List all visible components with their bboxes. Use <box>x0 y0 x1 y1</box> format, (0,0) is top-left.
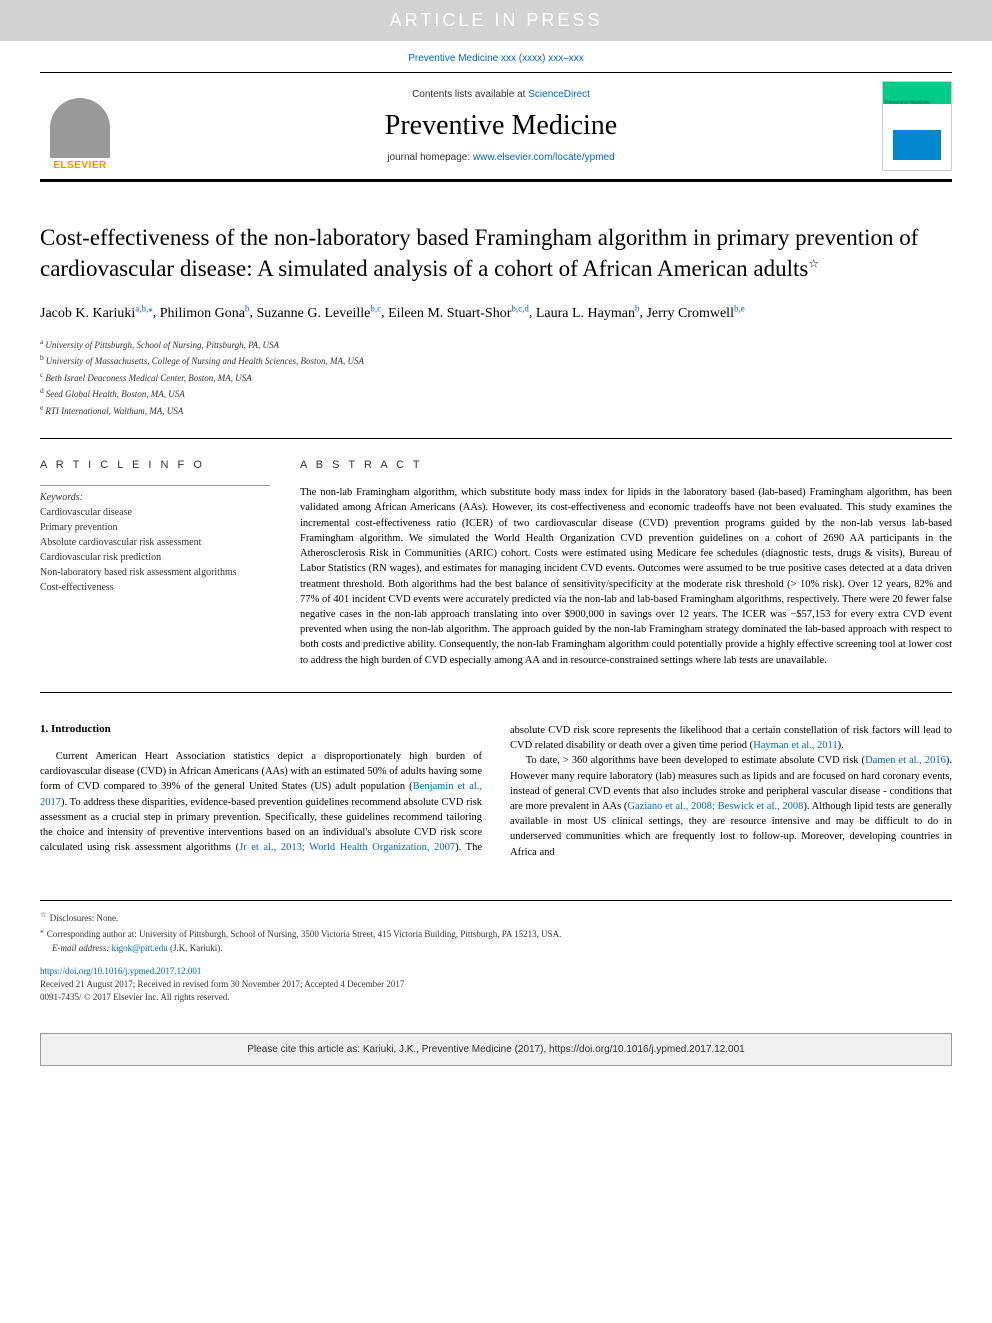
citation-link[interactable]: Gaziano et al., 2008; Beswick et al., 20… <box>627 801 803 812</box>
author: Eileen M. Stuart-Shorb,c,d <box>388 306 529 321</box>
keyword: Cost-effectiveness <box>40 580 270 595</box>
email-label: E-mail address: <box>52 943 112 953</box>
keywords-label: Keywords: <box>40 485 270 503</box>
homepage-line: journal homepage: www.elsevier.com/locat… <box>120 152 882 163</box>
article-main: Cost-effectiveness of the non-laboratory… <box>40 222 952 1003</box>
article-info: A R T I C L E I N F O Keywords: Cardiova… <box>40 459 270 668</box>
keyword: Non-laboratory based risk assessment alg… <box>40 565 270 580</box>
elsevier-tree-icon <box>50 98 110 158</box>
article-in-press-banner: ARTICLE IN PRESS <box>0 0 992 41</box>
copyright-line: 0091-7435/ © 2017 Elsevier Inc. All righ… <box>40 991 952 1004</box>
email-footnote: E-mail address: kigok@pitt.edu (J.K. Kar… <box>40 942 952 956</box>
citation-link[interactable]: Damen et al., 2016 <box>865 755 946 766</box>
received-dates: Received 21 August 2017; Received in rev… <box>40 978 952 991</box>
affil-text: RTI International, Waltham, MA, USA <box>45 406 183 416</box>
email-link[interactable]: kigok@pitt.edu <box>112 943 168 953</box>
body-text-span: To date, > 360 algorithms have been deve… <box>526 755 865 766</box>
info-abstract-row: A R T I C L E I N F O Keywords: Cardiova… <box>40 459 952 693</box>
journal-name: Preventive Medicine <box>120 110 882 142</box>
body-columns: 1. Introduction Current American Heart A… <box>40 723 952 860</box>
affil-sup: b <box>40 353 44 362</box>
abstract: A B S T R A C T The non-lab Framingham a… <box>300 459 952 668</box>
divider <box>40 438 952 439</box>
affil-sup: a <box>40 337 43 346</box>
affil-text: University of Massachusetts, College of … <box>46 356 364 366</box>
homepage-link[interactable]: www.elsevier.com/locate/ypmed <box>473 152 615 163</box>
journal-cover-thumbnail: Preventive Medicine <box>882 81 952 171</box>
keyword: Cardiovascular risk prediction <box>40 550 270 565</box>
affiliation: aUniversity of Pittsburgh, School of Nur… <box>40 336 952 353</box>
author-name: Eileen M. Stuart-Shor <box>388 306 511 321</box>
abstract-text: The non-lab Framingham algorithm, which … <box>300 485 952 668</box>
author-name: Philimon Gona <box>160 306 245 321</box>
contents-line: Contents lists available at ScienceDirec… <box>120 89 882 100</box>
author: Philimon Gonab <box>160 306 250 321</box>
article-info-heading: A R T I C L E I N F O <box>40 459 270 471</box>
affil-sup: c <box>40 370 43 379</box>
footnote-mark: ☆ <box>40 910 47 919</box>
author: Jacob K. Kariukia,b,⁎ <box>40 306 153 321</box>
keyword: Primary prevention <box>40 520 270 535</box>
citation-link[interactable]: Hayman et al., 2011 <box>753 740 837 751</box>
footnote-text: Corresponding author at: University of P… <box>47 929 562 939</box>
email-suffix: (J.K. Kariuki). <box>168 943 223 953</box>
affiliation: bUniversity of Massachusetts, College of… <box>40 352 952 369</box>
elsevier-logo: ELSEVIER <box>40 81 120 171</box>
author: Suzanne G. Leveilleb,c <box>256 306 381 321</box>
author-affil-link[interactable]: a,b,⁎ <box>135 303 153 313</box>
disclosure-footnote: ☆Disclosures: None. <box>40 909 952 926</box>
author-affil-link[interactable]: b <box>245 303 250 313</box>
sciencedirect-link[interactable]: ScienceDirect <box>528 89 590 100</box>
author-name: Jerry Cromwell <box>646 306 733 321</box>
footnotes: ☆Disclosures: None. ⁎Corresponding autho… <box>40 900 952 956</box>
cover-label: Preventive Medicine <box>885 100 930 106</box>
contents-prefix: Contents lists available at <box>412 89 528 100</box>
affil-text: University of Pittsburgh, School of Nurs… <box>45 340 279 350</box>
doi-link[interactable]: https://doi.org/10.1016/j.ypmed.2017.12.… <box>40 966 201 976</box>
elsevier-text: ELSEVIER <box>53 160 106 171</box>
homepage-prefix: journal homepage: <box>387 152 473 163</box>
footnote-mark: ⁎ <box>40 926 44 935</box>
introduction-section: 1. Introduction Current American Heart A… <box>40 723 952 860</box>
article-title: Cost-effectiveness of the non-laboratory… <box>40 222 952 284</box>
page: ARTICLE IN PRESS Preventive Medicine xxx… <box>0 0 992 1066</box>
keyword: Absolute cardiovascular risk assessment <box>40 535 270 550</box>
corresponding-footnote: ⁎Corresponding author at: University of … <box>40 925 952 942</box>
intro-heading: 1. Introduction <box>40 723 482 735</box>
affiliation: dSeed Global Health, Boston, MA, USA <box>40 385 952 402</box>
footnote-text: Disclosures: None. <box>50 913 119 923</box>
keyword: Cardiovascular disease <box>40 505 270 520</box>
citation-link[interactable]: Preventive Medicine xxx (xxxx) xxx–xxx <box>408 53 584 64</box>
author-name: Jacob K. Kariuki <box>40 306 135 321</box>
title-footnote-mark: ☆ <box>808 256 819 270</box>
affil-sup: e <box>40 403 43 412</box>
affiliation: cBeth Israel Deaconess Medical Center, B… <box>40 369 952 386</box>
authors-list: Jacob K. Kariukia,b,⁎, Philimon Gonab, S… <box>40 302 952 324</box>
author-affil-link[interactable]: b,c,d <box>511 303 529 313</box>
affil-sup: d <box>40 386 44 395</box>
author-affil-link[interactable]: b,c <box>370 303 381 313</box>
intro-paragraph: To date, > 360 algorithms have been deve… <box>510 753 952 860</box>
author: Jerry Cromwellb,e <box>646 306 744 321</box>
journal-header: ELSEVIER Contents lists available at Sci… <box>40 72 952 182</box>
author: Laura L. Haymanb <box>536 306 640 321</box>
affiliation: eRTI International, Waltham, MA, USA <box>40 402 952 419</box>
affil-text: Seed Global Health, Boston, MA, USA <box>46 389 185 399</box>
affiliations: aUniversity of Pittsburgh, School of Nur… <box>40 336 952 419</box>
body-text-span: ). <box>838 740 844 751</box>
header-center: Contents lists available at ScienceDirec… <box>120 89 882 163</box>
abstract-heading: A B S T R A C T <box>300 459 952 471</box>
cite-as-box: Please cite this article as: Kariuki, J.… <box>40 1033 952 1066</box>
title-text: Cost-effectiveness of the non-laboratory… <box>40 225 918 281</box>
author-affil-link[interactable]: b <box>635 303 640 313</box>
citation-link[interactable]: Jr et al., 2013; World Health Organizati… <box>239 842 455 853</box>
keywords-list: Cardiovascular disease Primary preventio… <box>40 505 270 595</box>
author-affil-link[interactable]: b,e <box>734 303 745 313</box>
author-name: Laura L. Hayman <box>536 306 635 321</box>
citation-line: Preventive Medicine xxx (xxxx) xxx–xxx <box>0 41 992 72</box>
author-name: Suzanne G. Leveille <box>256 306 370 321</box>
doi-block: https://doi.org/10.1016/j.ypmed.2017.12.… <box>40 965 952 1003</box>
affil-text: Beth Israel Deaconess Medical Center, Bo… <box>45 373 251 383</box>
